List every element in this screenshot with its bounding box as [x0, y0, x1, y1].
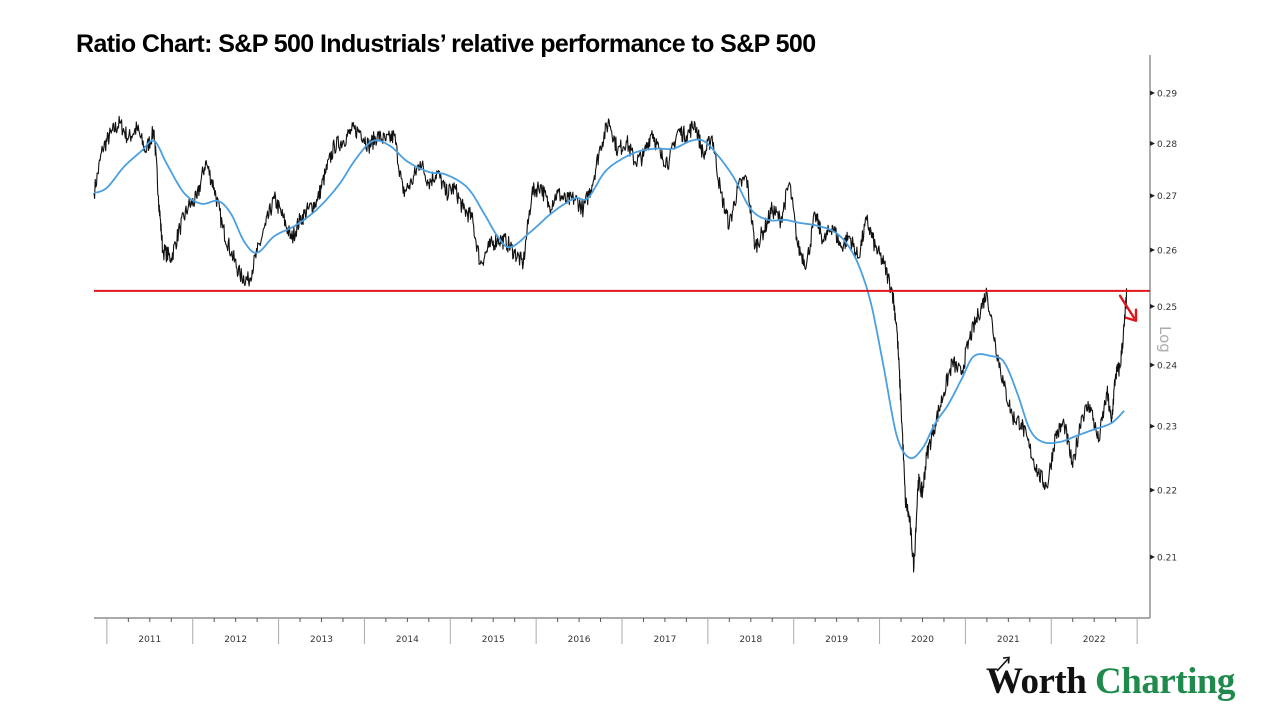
y-tick-label: 0.25	[1157, 303, 1177, 313]
x-tick-label: 2021	[997, 635, 1020, 645]
x-tick-label: 2017	[653, 635, 676, 645]
x-tick-label: 2012	[224, 635, 247, 645]
y-tick-label: 0.26	[1157, 246, 1177, 256]
down-right-arrow-icon	[1118, 294, 1138, 322]
worth-charting-logo: Worth Charting	[986, 656, 1235, 703]
x-axis: 2011 2012 2013 2014 2015 2016 2017 2018 2019 2020…	[106, 618, 1138, 645]
chart-axes	[94, 55, 1151, 619]
y-axis: 0.29 0.28 0.27 0.26 0.25 0.24 0.23 0.22 0.21	[1150, 90, 1177, 564]
y-scale-label: Log	[1156, 326, 1174, 353]
x-tick-label: 2016	[568, 635, 591, 645]
y-tick-mark	[1150, 487, 1155, 493]
x-tick-label: 2022	[1083, 635, 1106, 645]
x-tick-label: 2011	[138, 635, 161, 645]
y-tick-label: 0.22	[1157, 487, 1177, 497]
ratio-series-line	[93, 115, 1128, 573]
y-tick-label: 0.23	[1157, 423, 1177, 433]
x-tick-label: 2014	[396, 635, 419, 645]
y-tick-label: 0.21	[1157, 554, 1177, 564]
y-tick-mark	[1150, 247, 1155, 253]
y-tick-mark	[1150, 303, 1155, 309]
y-tick-mark	[1150, 193, 1155, 199]
x-tick-label: 2018	[739, 635, 762, 645]
arrow-shaft	[1118, 294, 1136, 319]
annotation-layer	[94, 289, 1150, 322]
x-tick-label: 2015	[482, 635, 505, 645]
y-tick-label: 0.29	[1157, 90, 1177, 100]
x-tick-label: 2019	[825, 635, 848, 645]
y-tick-mark	[1150, 140, 1155, 146]
y-tick-mark	[1150, 423, 1155, 429]
logo-word-worth: Worth	[986, 661, 1087, 702]
logo-arrow-icon	[996, 656, 1010, 672]
y-tick-mark	[1150, 554, 1155, 560]
y-tick-mark	[1150, 90, 1155, 96]
y-tick-label: 0.27	[1157, 192, 1177, 202]
x-tick-label: 2020	[911, 635, 934, 645]
logo-word-charting: Charting	[1095, 661, 1235, 702]
chart-title: Ratio Chart: S&P 500 Industrials’ relati…	[76, 30, 816, 58]
series-layer	[93, 115, 1128, 573]
y-tick-label: 0.28	[1157, 140, 1177, 150]
arrow-head	[1124, 308, 1138, 322]
y-tick-label: 0.24	[1157, 362, 1177, 372]
x-tick-label: 2013	[310, 635, 333, 645]
y-tick-mark	[1150, 362, 1155, 368]
moving-average-line	[93, 138, 1125, 460]
